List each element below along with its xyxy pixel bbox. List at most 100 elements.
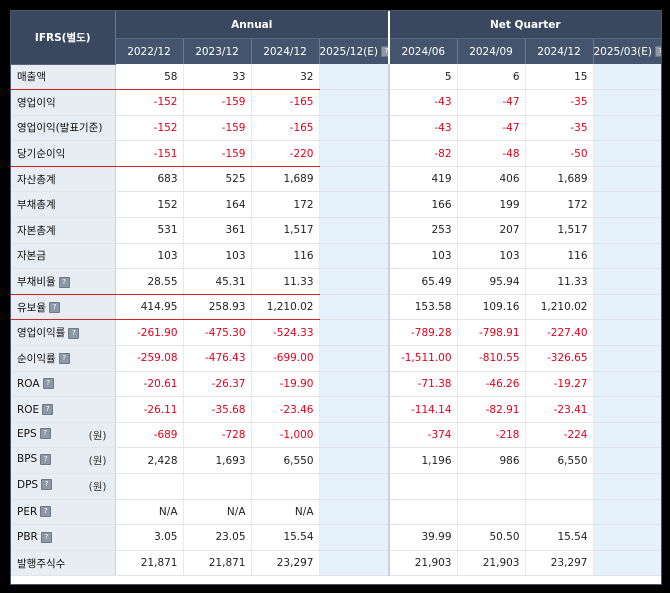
annual-header: Annual	[115, 11, 390, 39]
value-cell: -19.90	[251, 371, 320, 398]
value-cell: 1,517	[251, 217, 320, 244]
help-icon[interactable]: ?	[40, 453, 52, 465]
value-cell: -159	[183, 140, 252, 167]
help-icon[interactable]: ?	[58, 276, 70, 288]
row-label-text: ROE	[17, 403, 40, 416]
value-cell: 6,550	[525, 447, 594, 474]
value-cell	[115, 473, 184, 500]
table-row: ROE? -26.11 -35.68 -23.46 -114.14 -82.91 -23.4…	[11, 396, 661, 423]
help-icon[interactable]: ?	[41, 479, 53, 491]
help-icon[interactable]: ?	[68, 327, 80, 339]
value-cell	[388, 499, 458, 526]
value-cell: -789.28	[388, 319, 458, 347]
row-label-text: PER	[17, 505, 38, 518]
table-row: 자본금 103 103 116 103 103 116	[11, 243, 661, 270]
value-cell: 986	[457, 447, 526, 474]
value-cell	[183, 473, 252, 500]
value-cell: -19.27	[525, 371, 594, 398]
value-cell: N/A	[251, 499, 320, 526]
table-row: BPS? (원) 2,428 1,693 6,550 1,196 986 6,550	[11, 447, 661, 474]
value-cell: -20.61	[115, 371, 184, 398]
help-icon[interactable]: ?	[48, 302, 60, 314]
value-cell	[319, 166, 390, 193]
row-label-text: 영업이익	[17, 96, 56, 109]
period-header: 2024/12	[525, 38, 594, 64]
value-cell: 1,689	[251, 166, 320, 193]
value-cell: 65.49	[388, 268, 458, 295]
value-cell	[593, 499, 661, 526]
row-label: 매출액	[11, 64, 116, 91]
table-row: 당기순이익 -151 -159 -220 -82 -48 -50	[11, 140, 661, 167]
value-cell	[593, 140, 661, 167]
value-cell: 45.31	[183, 268, 252, 295]
help-icon[interactable]: ?	[42, 378, 54, 390]
value-cell: -23.41	[525, 396, 594, 423]
value-cell: 95.94	[457, 268, 526, 295]
statement-type-header: IFRS(별도)	[11, 11, 116, 65]
value-cell: 2,428	[115, 447, 184, 474]
period-header: 2024/06	[388, 38, 458, 64]
value-cell: 153.58	[388, 294, 458, 321]
value-cell	[319, 64, 390, 91]
table-row: PER? N/A N/A N/A	[11, 499, 661, 526]
unit-label: (원)	[88, 455, 107, 468]
row-label: PBR?	[11, 524, 116, 551]
value-cell	[593, 371, 661, 398]
value-cell: -43	[388, 89, 458, 116]
value-cell: 116	[251, 243, 320, 270]
value-cell: 258.93	[183, 294, 252, 321]
value-cell: -35	[525, 115, 594, 142]
period-header-estimate: 2025/12(E)?	[319, 38, 390, 64]
table-row: 영업이익 -152 -159 -165 -43 -47 -35	[11, 89, 661, 116]
value-cell	[319, 422, 390, 449]
row-label-text: BPS	[17, 453, 38, 466]
value-cell: -475.30	[183, 319, 252, 347]
help-icon[interactable]: ?	[58, 353, 70, 365]
value-cell: -82	[388, 140, 458, 167]
value-cell: 172	[525, 191, 594, 219]
value-cell: -798.91	[457, 319, 526, 347]
value-cell: -227.40	[525, 319, 594, 347]
value-cell: 361	[183, 217, 252, 244]
row-label: 당기순이익	[11, 140, 116, 167]
value-cell: -165	[251, 115, 320, 142]
value-cell: -47	[457, 89, 526, 116]
value-cell: -689	[115, 422, 184, 449]
value-cell: 1,210.02	[525, 294, 594, 321]
value-cell	[593, 396, 661, 423]
value-cell: 406	[457, 166, 526, 193]
value-cell: 33	[183, 64, 252, 91]
value-cell	[457, 499, 526, 526]
help-icon[interactable]: ?	[40, 531, 52, 543]
help-icon[interactable]: ?	[42, 404, 54, 416]
table-row: 매출액 58 33 32 5 6 15	[11, 64, 661, 91]
help-icon[interactable]: ?	[39, 428, 51, 440]
help-icon[interactable]: ?	[40, 506, 52, 518]
value-cell: 166	[388, 191, 458, 219]
help-icon[interactable]: ?	[380, 46, 388, 57]
value-cell: 419	[388, 166, 458, 193]
value-cell: -1,511.00	[388, 345, 458, 372]
row-label-text: 영업이익(발표기준)	[17, 122, 103, 135]
value-cell: -26.11	[115, 396, 184, 423]
row-label-text: 순이익률	[17, 352, 56, 365]
value-cell: 199	[457, 191, 526, 219]
table-row: 자산총계 683 525 1,689 419 406 1,689	[11, 166, 661, 193]
help-icon[interactable]: ?	[654, 46, 661, 57]
row-label: ROA?	[11, 371, 116, 398]
value-cell	[593, 268, 661, 295]
value-cell: 103	[183, 243, 252, 270]
value-cell	[593, 524, 661, 551]
value-cell: 39.99	[388, 524, 458, 551]
period-header: 2023/12	[183, 38, 252, 64]
value-cell	[319, 550, 390, 577]
value-cell	[319, 396, 390, 423]
value-cell	[525, 499, 594, 526]
row-label: 부채비율?	[11, 268, 116, 295]
value-cell: 1,693	[183, 447, 252, 474]
value-cell: 103	[115, 243, 184, 270]
value-cell: -151	[115, 140, 184, 167]
value-cell	[593, 294, 661, 321]
value-cell: -82.91	[457, 396, 526, 423]
table-row: 자본총계 531 361 1,517 253 207 1,517	[11, 217, 661, 244]
